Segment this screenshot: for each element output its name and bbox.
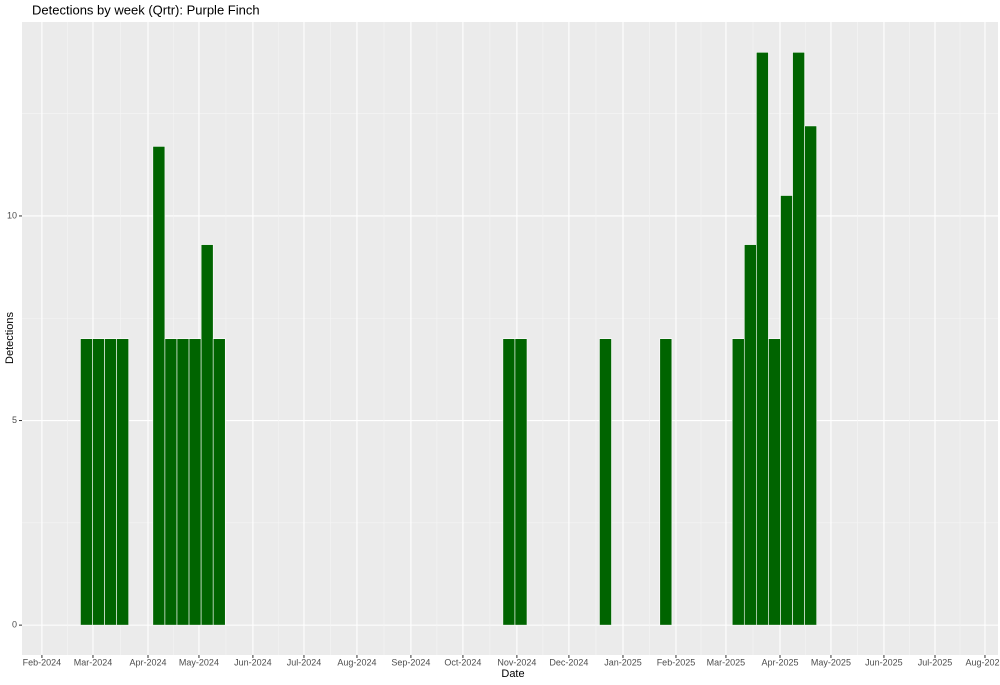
x-tick-label: Nov-2024 [497,657,536,667]
bar [768,338,781,626]
chart-title: Detections by week (Qrtr): Purple Finch [32,2,260,17]
bar [200,244,214,626]
x-tick-label: Feb-2025 [657,657,696,667]
x-tick-label: Dec-2024 [549,657,588,667]
bar [92,338,105,626]
bar [514,338,528,626]
y-axis-label: Detections [4,312,16,364]
x-tick-label: Aug-2024 [337,657,376,667]
y-tick-label: 10 [7,210,17,220]
bar [176,338,190,626]
x-tick-label: Mar-2025 [707,657,746,667]
x-tick-label: Jun-2024 [234,657,272,667]
x-tick-label: Apr-2025 [761,657,798,667]
bar [792,51,805,626]
bar [116,338,130,626]
y-tick-label: 5 [12,415,17,425]
x-tick-label: Jun-2025 [865,657,903,667]
x-tick-label: May-2024 [179,657,219,667]
x-tick-label: Mar-2024 [74,657,113,667]
x-tick-label: Oct-2024 [444,657,481,667]
bar [164,338,178,626]
bar [152,146,166,626]
bar [780,195,793,626]
y-tick-label: 0 [12,620,17,630]
x-tick-label: Feb-2024 [23,657,62,667]
x-tick-label: Jul-2024 [287,657,322,667]
x-tick-label: May-2025 [811,657,851,667]
x-tick-label: Jul-2025 [918,657,953,667]
bars [80,51,818,626]
x-tick-label: Jan-2025 [604,657,642,667]
bar [743,244,757,626]
bar [188,338,202,626]
bar [659,338,673,626]
bar [502,338,516,626]
x-tick-label: Sep-2024 [391,657,430,667]
bar [80,338,93,626]
bar [756,51,769,626]
axes: 0 5 10 Feb-2024 Mar-2024 Apr-2024 May-2024 Jun-… [7,210,1000,667]
bar [104,338,117,626]
bar [804,125,818,626]
x-tick-label: Apr-2024 [129,657,166,667]
bar [599,338,612,626]
bar [212,338,226,626]
x-tick-label: Aug-2025 [965,657,1000,667]
x-axis-label: Date [501,668,524,680]
bar [731,338,745,626]
